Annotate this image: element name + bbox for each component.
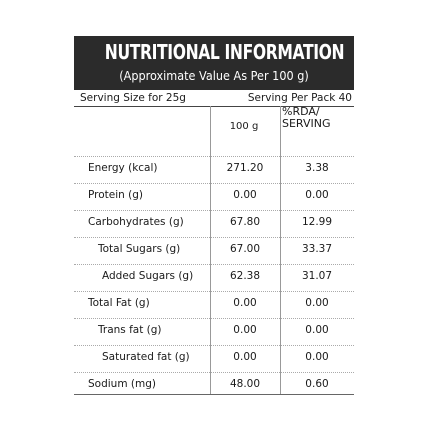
row-divider [74, 264, 354, 265]
table-row: Total Fat (g) 0.00 0.00 [74, 291, 354, 317]
value-rda-per-serving: 0.00 [305, 351, 329, 363]
value-per-100g: 62.38 [229, 270, 261, 282]
rda-header-line2: SERVING [282, 117, 331, 130]
nutrition-header: NUTRITIONAL INFORMATION (Approximate Val… [74, 36, 354, 90]
nutrition-table: 100 g %RDA/ SERVING Energy (kcal) 271.20 3… [74, 106, 354, 395]
table-row: Added Sugars (g) 62.38 31.07 [74, 264, 354, 290]
table-row: Trans fat (g) 0.00 0.00 [74, 318, 354, 344]
nutrient-label: Protein (g) [88, 189, 144, 201]
value-rda-per-serving: 12.99 [301, 216, 333, 228]
nutrient-label: Added Sugars (g) [102, 270, 194, 282]
column-divider [210, 106, 211, 394]
row-divider [74, 345, 354, 346]
table-row: Sodium (mg) 48.00 0.60 [74, 372, 354, 398]
row-divider [74, 372, 354, 373]
value-rda-per-serving: 0.00 [305, 189, 329, 201]
value-rda-per-serving: 31.07 [301, 270, 333, 282]
value-per-100g: 0.00 [233, 189, 257, 201]
serving-info-row: Serving Size for 25g Serving Per Pack 40 [74, 90, 354, 107]
nutrient-label: Trans fat (g) [98, 324, 162, 336]
table-row: Energy (kcal) 271.20 3.38 [74, 156, 354, 182]
nutrition-title: NUTRITIONAL INFORMATION [104, 40, 345, 64]
column-header-100g: 100 g [229, 121, 259, 132]
table-row: Protein (g) 0.00 0.00 [74, 183, 354, 209]
nutrient-label: Saturated fat (g) [102, 351, 190, 363]
value-per-100g: 0.00 [233, 351, 257, 363]
column-divider [280, 106, 281, 394]
row-divider [74, 156, 354, 157]
nutrient-label: Total Sugars (g) [98, 243, 181, 255]
value-per-100g: 271.20 [226, 162, 264, 174]
value-rda-per-serving: 3.38 [305, 162, 329, 174]
column-header-rda: %RDA/ SERVING [282, 106, 354, 130]
nutrition-panel: NUTRITIONAL INFORMATION (Approximate Val… [74, 36, 354, 395]
row-divider [74, 291, 354, 292]
rda-header-line1: %RDA/ [282, 105, 320, 118]
value-per-100g: 67.80 [229, 216, 261, 228]
table-row: Total Sugars (g) 67.00 33.37 [74, 237, 354, 263]
nutrient-label: Total Fat (g) [88, 297, 150, 309]
nutrient-label: Sodium (mg) [88, 378, 156, 390]
serving-per-pack: Serving Per Pack 40 [247, 92, 352, 104]
nutrient-label: Energy (kcal) [88, 162, 158, 174]
value-rda-per-serving: 0.00 [305, 297, 329, 309]
value-rda-per-serving: 0.00 [305, 324, 329, 336]
row-divider [74, 183, 354, 184]
row-divider [74, 237, 354, 238]
serving-size: Serving Size for 25g [80, 92, 186, 104]
value-per-100g: 0.00 [233, 324, 257, 336]
value-rda-per-serving: 0.60 [305, 378, 329, 390]
table-row: Carbohydrates (g) 67.80 12.99 [74, 210, 354, 236]
nutrition-subtitle: (Approximate Value As Per 100 g) [119, 68, 309, 83]
value-per-100g: 0.00 [233, 297, 257, 309]
value-per-100g: 67.00 [229, 243, 261, 255]
value-rda-per-serving: 33.37 [301, 243, 333, 255]
row-divider [74, 210, 354, 211]
value-per-100g: 48.00 [229, 378, 261, 390]
row-divider [74, 318, 354, 319]
table-row: Saturated fat (g) 0.00 0.00 [74, 345, 354, 371]
nutrient-label: Carbohydrates (g) [88, 216, 184, 228]
